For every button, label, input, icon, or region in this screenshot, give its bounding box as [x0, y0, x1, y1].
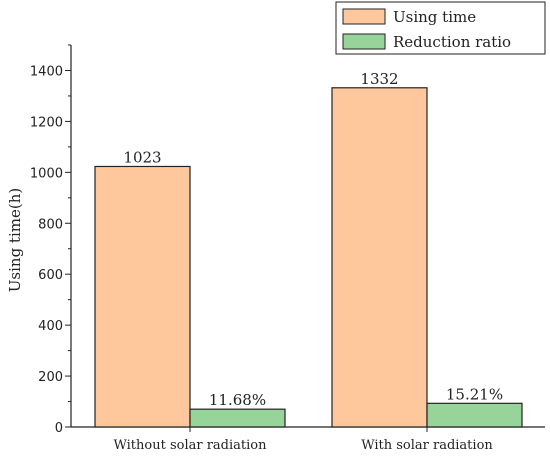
bar-reduction-ratio [189, 408, 286, 428]
legend-swatch [342, 8, 386, 25]
y-axis-title: Using time(h) [6, 188, 24, 292]
bar-using-time [331, 87, 428, 428]
y-tick-label: 1000 [30, 166, 63, 181]
legend-swatch [342, 33, 386, 50]
plot-area: 0 200 400 600 800 1000 1200 1400 1023 11.68% Witho… [30, 44, 545, 453]
bar-data-label: 11.68% [209, 391, 266, 409]
legend-label: Reduction ratio [393, 33, 511, 51]
bar-data-label: 15.21% [446, 385, 503, 403]
y-tick-label: 0 [55, 421, 63, 436]
y-tick-label: 600 [38, 268, 63, 283]
y-tick-label: 400 [38, 319, 63, 334]
bar-reduction-ratio [426, 402, 523, 428]
y-tick-label: 800 [38, 217, 63, 232]
y-tick-label: 200 [38, 370, 63, 385]
y-tick-label: 1400 [30, 64, 63, 79]
y-tick-label: 1200 [30, 115, 63, 130]
bar-data-label: 1332 [360, 70, 398, 88]
x-tick-label: Without solar radiation [114, 438, 268, 453]
bar-data-label: 1023 [123, 148, 161, 166]
x-tick-label: With solar radiation [361, 438, 493, 453]
bar-using-time [94, 165, 191, 428]
legend: Using time Reduction ratio [335, 1, 546, 55]
legend-label: Using time [393, 8, 476, 26]
